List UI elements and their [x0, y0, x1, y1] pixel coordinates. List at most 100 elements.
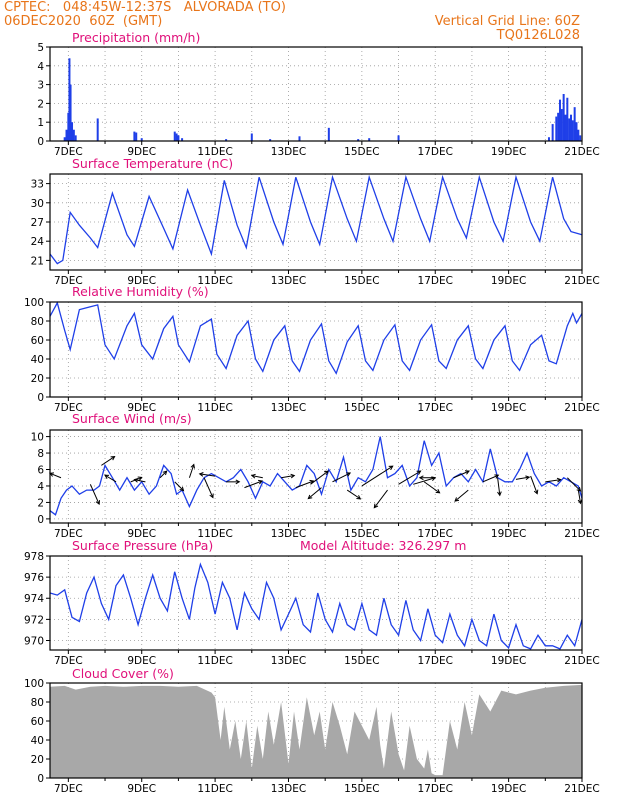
precip-xtick-label: 13DEC [271, 146, 306, 158]
precip-bar [74, 135, 77, 141]
wind-arrow-head [324, 470, 329, 476]
wind-arrow [203, 477, 214, 498]
precip-bar [135, 132, 138, 141]
pressure-frame [49, 555, 583, 651]
cloud-xtick-label: 9DEC [127, 783, 156, 795]
wind-arrow [188, 464, 195, 478]
pressure-xtick-label: 19DEC [491, 655, 526, 667]
wind-xtick-label: 19DEC [491, 528, 526, 540]
wind-arrow [361, 465, 393, 487]
pressure-xtick-label: 13DEC [271, 655, 306, 667]
wind-arrow-head [198, 472, 204, 477]
rh-ytick-label: 60 [31, 335, 44, 347]
wind-arrow [295, 480, 314, 489]
pressure-xtick-label: 21DEC [564, 655, 599, 667]
precip-bar [298, 136, 301, 141]
rh-xtick-label: 19DEC [491, 402, 526, 414]
wind-arrow [199, 473, 216, 477]
temp-panel: 21 24 27 30 33 7DEC 9DEC 11DEC 13DEC 15DEC 17DEC 19… [31, 156, 600, 287]
precip-bar [177, 135, 180, 141]
precip-bar [575, 122, 578, 141]
precip-bar [327, 127, 330, 141]
wind-arrow-head [179, 486, 185, 492]
temp-xtick-label: 17DEC [418, 275, 453, 287]
precip-bar [571, 120, 574, 141]
precip-bar [250, 133, 253, 141]
wind-arrow-head [497, 491, 502, 497]
wind-arrow-head [162, 470, 168, 476]
precip-xtick-label: 9DEC [127, 146, 156, 158]
wind-arrow [310, 470, 329, 485]
rh-series-line [49, 301, 583, 375]
rh-ytick-label: 80 [31, 316, 44, 328]
wind-arrow-head [137, 476, 143, 481]
wind-ytick-label: 2 [37, 497, 44, 509]
wind-xtick-label: 17DEC [418, 528, 453, 540]
header-grid-note: Vertical Grid Line: 60Z [434, 14, 580, 29]
precip-xtick-label: 17DEC [418, 146, 453, 158]
wind-arrow [159, 470, 168, 479]
temp-series-line [49, 174, 583, 265]
pressure-ytick-label: 974 [24, 593, 44, 605]
cloud-xtick-label: 13DEC [271, 783, 306, 795]
wind-arrow-head [110, 456, 116, 461]
header-date: 06DEC2020 60Z (GMT) [4, 14, 163, 29]
cloud-xtick-label: 11DEC [197, 783, 232, 795]
wind-arrow-head [290, 473, 296, 479]
header-station: CPTEC: 048:45W-12:37S ALVORADA (TO) [4, 0, 286, 15]
wind-arrow [545, 479, 561, 483]
temp-xtick-label: 7DEC [54, 275, 83, 287]
cloud-frame [49, 682, 583, 779]
precip-ytick-label: 2 [37, 98, 44, 110]
precip-bar [68, 58, 71, 141]
precip-bar [69, 84, 72, 141]
pressure-series-line [49, 562, 583, 650]
cloud-xtick-label: 15DEC [344, 783, 379, 795]
precip-bar [71, 122, 74, 141]
pressure-xtick-label: 15DEC [344, 655, 379, 667]
wind-arrow [49, 472, 62, 479]
precip-bar [547, 137, 550, 141]
pressure-panel: 970 972 974 976 978 7DEC 9DEC 11DEC 13DEC 15DEC 17… [24, 538, 600, 667]
wind-arrow-head [556, 477, 562, 483]
temp-xtick-label: 21DEC [564, 275, 599, 287]
pressure-ytick-label: 972 [24, 614, 44, 626]
wind-arrow-head [464, 470, 470, 475]
wind-arrow-head [388, 465, 394, 470]
precip-bar [569, 114, 572, 141]
rh-xtick-label: 17DEC [418, 402, 453, 414]
cloud-ytick-label: 60 [31, 716, 44, 728]
rh-title: Relative Humidity (%) [72, 284, 209, 299]
wind-ytick-label: 4 [37, 481, 44, 493]
precip-bar [133, 131, 136, 141]
wind-arrow-head [525, 475, 531, 480]
precip-bar [579, 135, 582, 141]
wind-xtick-label: 9DEC [127, 528, 156, 540]
wind-arrow-head [235, 479, 241, 485]
cloud-panel: 0 20 40 60 80 100 7DEC 9DEC 11DEC 13DEC 15DEC 17DEC… [24, 666, 600, 795]
wind-arrow [307, 487, 322, 499]
temp-ytick-label: 30 [31, 198, 44, 210]
rh-xtick-label: 15DEC [344, 402, 379, 414]
wind-xtick-label: 7DEC [54, 528, 83, 540]
pressure-xtick-label: 11DEC [197, 655, 232, 667]
wind-arrow-head [533, 489, 539, 495]
wind-arrow [281, 475, 295, 479]
wind-ytick-label: 0 [37, 514, 44, 526]
wind-arrow-head [133, 478, 139, 483]
precip-bar [551, 124, 554, 141]
pressure-ytick-label: 978 [24, 551, 44, 563]
wind-arrow [89, 484, 100, 505]
precip-bar [96, 118, 99, 141]
wind-title: Surface Wind (m/s) [72, 411, 192, 426]
pressure-ytick-label: 976 [24, 572, 44, 584]
temp-title: Surface Temperature (nC) [72, 156, 233, 171]
wind-arrow-head [418, 475, 424, 481]
wind-arrow-head [95, 500, 100, 506]
precip-bar [63, 137, 66, 141]
cloud-ytick-label: 80 [31, 697, 44, 709]
precip-bar [269, 139, 272, 141]
rh-frame [49, 301, 583, 398]
cloud-ytick-label: 0 [37, 773, 44, 785]
